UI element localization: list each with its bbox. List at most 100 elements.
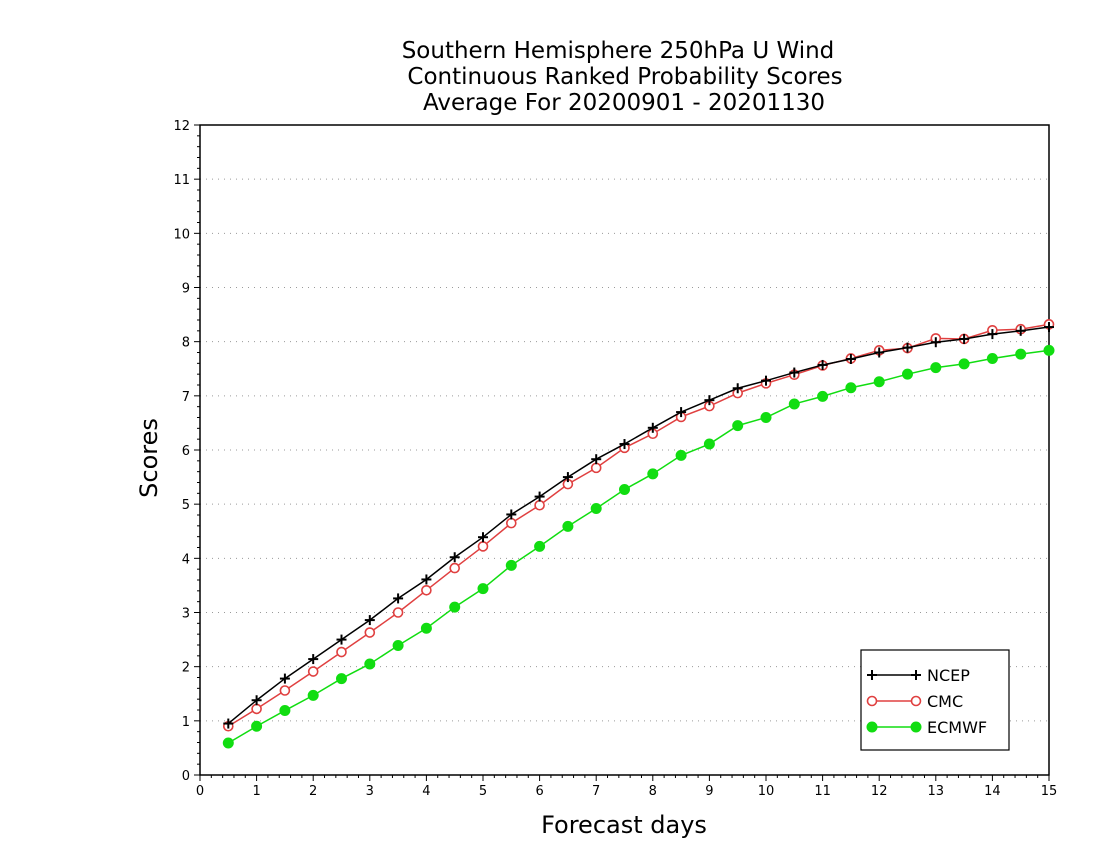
data-point-ncep <box>1044 322 1054 333</box>
y-tick-label: 10 <box>173 227 190 242</box>
x-tick-label: 6 <box>535 784 543 799</box>
data-point-ncep <box>393 593 404 604</box>
data-point-ecmwf <box>619 484 630 496</box>
y-tick-label: 12 <box>173 119 190 134</box>
data-point-ncep <box>421 574 432 585</box>
data-point-ecmwf <box>336 673 347 685</box>
data-point-ecmwf <box>675 449 687 461</box>
data-point-ncep <box>336 634 347 645</box>
data-point-ecmwf <box>873 376 885 388</box>
data-point-ecmwf <box>222 737 234 749</box>
data-point-ncep <box>364 615 375 626</box>
data-point-ncep <box>251 695 262 706</box>
data-point-ecmwf <box>930 362 942 374</box>
data-point-ecmwf <box>590 503 602 514</box>
data-point-ecmwf <box>449 601 461 613</box>
data-point-ecmwf <box>392 640 404 652</box>
legend-box <box>860 649 1010 751</box>
data-point-ncep <box>1015 325 1026 336</box>
y-tick-label: 6 <box>182 444 190 459</box>
series-ncep <box>223 322 1054 729</box>
data-point-ecmwf <box>760 412 772 423</box>
data-point-ncep <box>591 454 602 465</box>
data-point-cmc <box>505 517 517 529</box>
data-point-cmc <box>251 703 262 715</box>
y-tick-label: 2 <box>182 661 190 676</box>
legend-label: ECMWF <box>927 718 987 737</box>
y-tick-label: 5 <box>182 498 190 513</box>
legend-marker <box>910 721 922 733</box>
y-tick-label: 0 <box>182 769 190 784</box>
data-point-ncep <box>817 359 828 370</box>
data-point-ncep <box>279 673 290 684</box>
data-point-ecmwf <box>703 438 715 450</box>
data-point-ncep <box>506 509 517 520</box>
y-tick-label: 4 <box>182 552 190 567</box>
legend-item-cmc: CMC <box>866 692 963 711</box>
data-point-ncep <box>704 395 715 406</box>
x-tick-label: 11 <box>814 784 831 799</box>
legend-marker <box>867 670 877 680</box>
x-tick-label: 8 <box>649 784 657 799</box>
data-point-ecmwf <box>902 368 913 380</box>
y-tick-label: 9 <box>182 282 190 297</box>
legend-item-ncep: NCEP <box>867 666 970 685</box>
x-tick-label: 1 <box>252 784 260 799</box>
data-point-cmc <box>477 541 489 552</box>
legend-marker <box>910 695 922 707</box>
legend-label: NCEP <box>927 666 970 685</box>
x-tick-label: 9 <box>705 784 713 799</box>
data-point-ecmwf <box>420 622 432 634</box>
data-point-ncep <box>732 383 743 394</box>
data-point-cmc <box>364 627 376 638</box>
y-tick-label: 8 <box>182 336 190 351</box>
legend-marker <box>911 670 921 680</box>
x-tick-label: 13 <box>928 784 945 799</box>
data-point-ecmwf <box>364 658 376 670</box>
y-tick-label: 1 <box>182 715 190 730</box>
x-tick-label: 15 <box>1041 784 1058 799</box>
x-axis: 0 1 2 3 4 5 6 7 8 9 10 11 12 13 14 15 <box>196 775 1057 799</box>
data-point-ncep <box>562 472 573 483</box>
data-point-cmc <box>279 685 291 696</box>
data-point-ecmwf <box>477 583 489 595</box>
data-point-ecmwf <box>251 720 263 732</box>
data-point-ecmwf <box>845 382 857 394</box>
legend-marker <box>866 721 878 733</box>
x-tick-label: 14 <box>984 784 1001 799</box>
data-point-ncep <box>449 552 460 563</box>
data-point-ecmwf <box>307 689 319 701</box>
data-point-cmc <box>392 607 404 618</box>
data-point-ecmwf <box>647 468 659 480</box>
series-ecmwf <box>222 344 1055 749</box>
data-point-cmc <box>590 462 602 474</box>
data-point-ecmwf <box>562 520 574 532</box>
data-point-cmc <box>534 499 545 511</box>
data-point-ecmwf <box>817 390 829 402</box>
data-point-ncep <box>761 375 771 386</box>
x-tick-label: 0 <box>196 784 204 799</box>
data-point-ncep <box>930 337 941 348</box>
data-point-ncep <box>845 354 856 364</box>
x-tick-label: 2 <box>309 784 317 799</box>
data-point-ecmwf <box>986 352 998 364</box>
title-line-2: Continuous Ranked Probability Scores <box>407 64 842 90</box>
data-point-ncep <box>619 439 630 450</box>
data-point-ecmwf <box>534 540 546 552</box>
data-point-cmc <box>336 646 347 658</box>
legend-item-ecmwf: ECMWF <box>866 718 987 737</box>
data-point-ncep <box>478 532 488 543</box>
x-tick-label: 12 <box>871 784 888 799</box>
data-point-cmc <box>449 562 461 574</box>
data-point-ncep <box>987 329 998 340</box>
legend-label: CMC <box>927 692 963 711</box>
x-tick-label: 7 <box>592 784 600 799</box>
data-point-ecmwf <box>732 420 744 432</box>
data-point-ncep <box>534 491 545 502</box>
data-point-ncep <box>223 718 234 729</box>
y-tick-label: 11 <box>173 173 190 188</box>
data-point-ecmwf <box>279 705 291 717</box>
data-point-ncep <box>959 333 970 344</box>
